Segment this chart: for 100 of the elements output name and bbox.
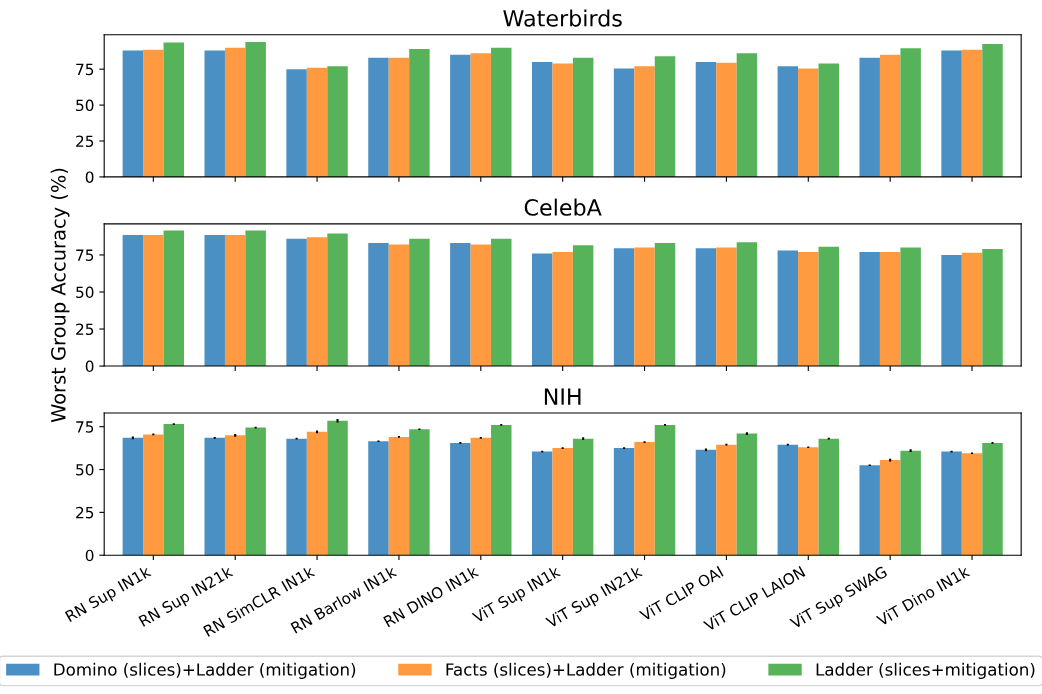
bar xyxy=(695,248,717,367)
y-tick-label: 75 xyxy=(76,421,94,433)
bar xyxy=(900,247,921,367)
y-tick-label: 0 xyxy=(85,360,94,373)
bar xyxy=(163,230,185,367)
bar xyxy=(654,424,676,556)
legend-label: Ladder (slices+mitigation) xyxy=(816,662,1035,679)
bar xyxy=(286,438,307,556)
bar xyxy=(777,444,799,556)
bar xyxy=(716,444,737,556)
bar xyxy=(368,57,389,177)
y-tick-label: 75 xyxy=(76,63,94,76)
bar xyxy=(409,238,430,367)
bar xyxy=(982,44,1003,177)
bar xyxy=(818,246,839,367)
bar xyxy=(634,66,655,177)
bar xyxy=(634,247,655,367)
y-tick-label: 50 xyxy=(76,463,94,476)
bar xyxy=(368,441,389,556)
y-tick-label: 0 xyxy=(85,171,94,183)
bar xyxy=(572,245,594,367)
bar xyxy=(818,438,839,556)
bar xyxy=(818,63,839,177)
bar xyxy=(286,69,307,177)
bar xyxy=(409,429,430,556)
bar xyxy=(409,49,430,177)
bar xyxy=(879,460,901,556)
bar xyxy=(491,47,512,177)
bar xyxy=(654,56,676,177)
bar xyxy=(491,238,512,367)
bar xyxy=(736,433,758,556)
bar xyxy=(716,62,737,177)
bar xyxy=(327,420,348,556)
bar xyxy=(572,438,594,556)
bar xyxy=(736,242,758,367)
bar xyxy=(572,57,594,177)
bar xyxy=(368,243,389,367)
bar xyxy=(859,251,880,367)
bar xyxy=(327,66,348,177)
bar xyxy=(163,424,185,556)
bar xyxy=(470,437,492,556)
bar xyxy=(491,424,512,556)
bar xyxy=(798,447,819,556)
bar xyxy=(122,437,144,556)
bar xyxy=(245,41,266,177)
bar xyxy=(777,250,799,367)
bar xyxy=(143,234,164,367)
bar xyxy=(736,53,758,177)
bar xyxy=(450,442,471,556)
y-tick-label: 50 xyxy=(76,99,94,112)
bar xyxy=(204,234,225,367)
y-tick-label: 0 xyxy=(85,549,94,562)
y-tick-label: 25 xyxy=(76,506,94,519)
y-axis-title: Worst Group Accuracy (%) xyxy=(50,168,70,423)
bar xyxy=(798,251,819,367)
bar xyxy=(470,244,492,367)
bar xyxy=(798,68,819,177)
bar xyxy=(306,431,328,556)
chart-title: Waterbirds xyxy=(503,9,622,27)
bar xyxy=(941,451,962,556)
bar xyxy=(204,437,225,556)
y-tick-label: 25 xyxy=(76,135,94,148)
bar xyxy=(859,465,880,556)
bar xyxy=(613,68,635,177)
bar xyxy=(224,435,246,556)
bar xyxy=(695,449,717,556)
bar xyxy=(286,238,307,367)
bar xyxy=(450,54,471,177)
bar xyxy=(224,234,246,367)
bar xyxy=(695,61,717,177)
bar xyxy=(327,233,348,367)
bar xyxy=(531,253,553,367)
bar xyxy=(941,254,962,367)
bar xyxy=(224,47,246,177)
bar xyxy=(777,66,799,177)
bar xyxy=(122,234,144,367)
bar xyxy=(388,244,410,367)
bar xyxy=(163,42,185,177)
bar xyxy=(900,450,921,556)
chart-title: NIH xyxy=(544,388,581,405)
bar xyxy=(900,48,921,177)
bar xyxy=(143,49,164,177)
bar xyxy=(613,248,635,367)
bar xyxy=(306,67,328,177)
bar xyxy=(982,249,1003,367)
legend-label: Facts (slices)+Ladder (mitigation) xyxy=(446,662,726,679)
bar xyxy=(245,427,266,556)
bar xyxy=(122,50,144,177)
y-tick-label: 25 xyxy=(76,323,94,336)
bar xyxy=(245,230,266,367)
bar xyxy=(879,251,901,367)
y-tick-label: 50 xyxy=(76,286,94,299)
bar xyxy=(143,434,164,556)
bar xyxy=(961,453,983,556)
bar xyxy=(613,448,635,556)
y-tick-label: 75 xyxy=(76,249,94,261)
bar xyxy=(982,442,1003,556)
bar xyxy=(634,442,655,556)
bar xyxy=(552,251,573,367)
bar xyxy=(470,53,492,177)
